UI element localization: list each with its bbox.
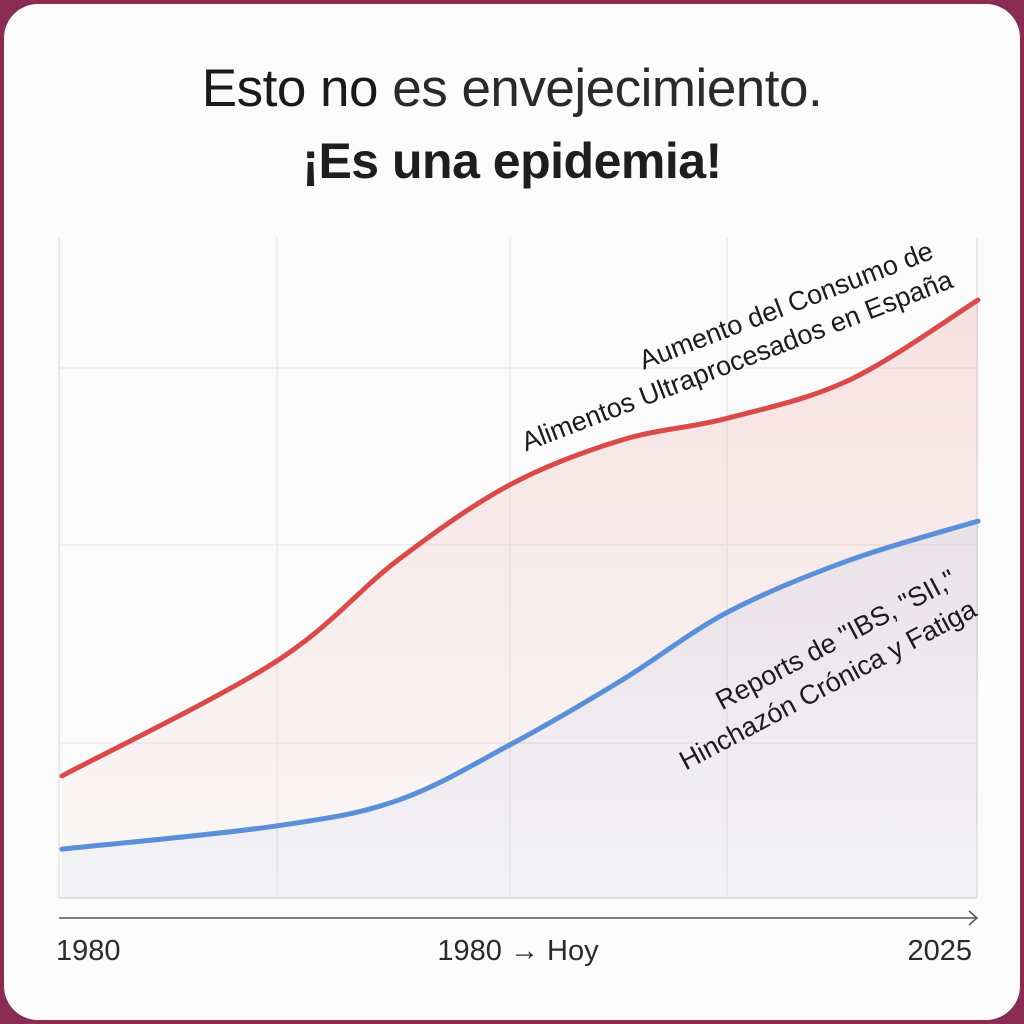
x-axis-label: 1980 → Hoy <box>437 935 599 967</box>
x-tick-end: 2025 <box>907 935 972 967</box>
red-series-line <box>59 297 981 779</box>
blue-series-line <box>59 518 981 852</box>
title-strong: Esto no <box>201 59 379 118</box>
x-axis-arrow-icon <box>968 910 979 926</box>
title-light: es envejecimiento. <box>392 59 823 118</box>
blue-series-area <box>62 521 978 898</box>
title-line-1: Esto no es envejecimiento. <box>0 58 1024 119</box>
title-line-2: ¡Es una epidemia! <box>302 133 722 189</box>
x-tick-start: 1980 <box>56 935 121 967</box>
